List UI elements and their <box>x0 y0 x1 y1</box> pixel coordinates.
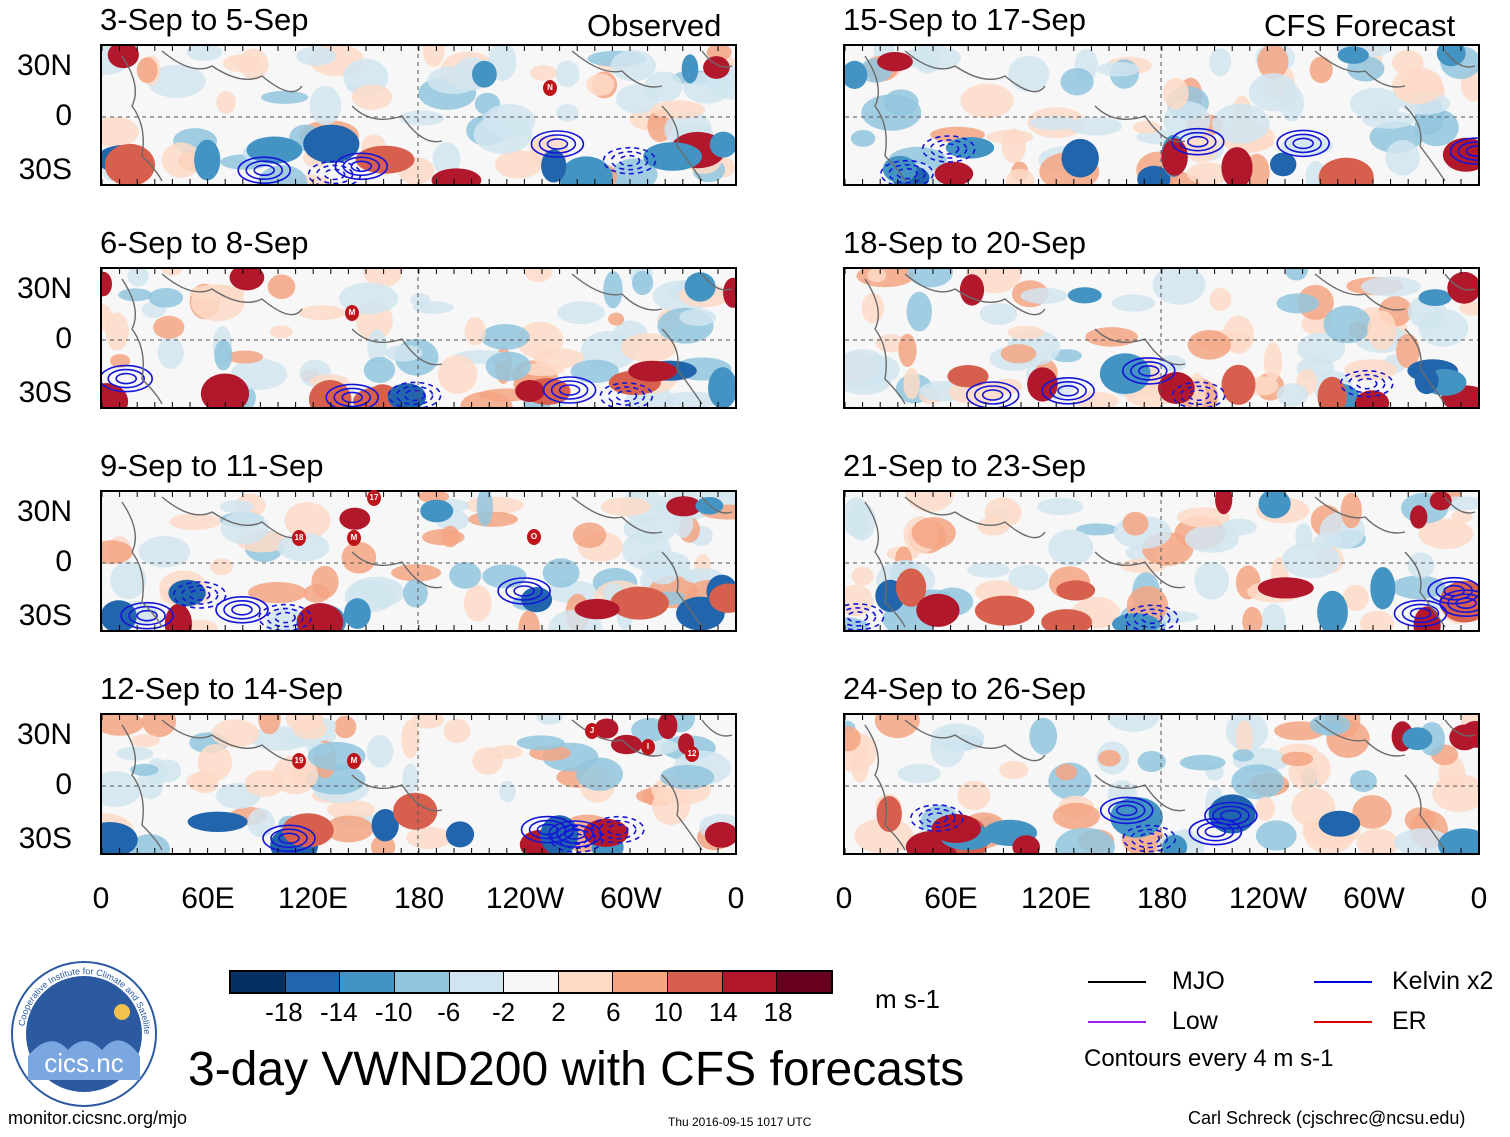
storm-marker: 17 <box>367 490 381 506</box>
footer-author: Carl Schreck (cjschrec@ncsu.edu) <box>1188 1108 1466 1128</box>
colorbar-tick-label: 10 <box>653 997 683 1027</box>
colorbar-tick-label: -14 <box>320 997 358 1027</box>
colorbar-units: m s-1 <box>875 984 940 1014</box>
colorbar-tick-label: 6 <box>606 997 621 1027</box>
colorbar-swatch <box>668 972 723 992</box>
storm-marker: 18 <box>292 530 306 546</box>
lat-label: 30S <box>18 376 72 409</box>
panel-title-5: 9-Sep to 11-Sep <box>100 448 324 483</box>
colorbar-tick-label: 18 <box>763 997 793 1027</box>
lat-label: 30S <box>18 599 72 632</box>
lat-label: 0 <box>55 768 72 801</box>
lat-label: 0 <box>55 99 72 132</box>
map-panel-5 <box>100 490 737 632</box>
lat-label: 30N <box>16 272 72 305</box>
storm-marker: 19 <box>292 753 306 769</box>
map-panel-3 <box>100 267 737 409</box>
lat-label: 30N <box>16 718 72 751</box>
panel-title-1: 3-Sep to 5-Sep <box>100 2 309 37</box>
storm-marker: I <box>641 739 655 755</box>
lat-label: 30S <box>18 153 72 186</box>
colorbar-swatch <box>777 972 832 992</box>
colorbar-swatch <box>722 972 778 992</box>
lat-label: 30S <box>18 822 72 855</box>
lon-label: 180 <box>393 882 445 915</box>
lon-label: 60W <box>1343 882 1405 915</box>
footer-url[interactable]: monitor.cicsnc.org/mjo <box>8 1108 188 1128</box>
legend-label-low: Low <box>1172 1007 1218 1035</box>
colorbar-swatch <box>449 972 505 992</box>
colorbar-swatch <box>231 972 286 992</box>
legend-label-er: ER <box>1392 1007 1427 1035</box>
map-panel-7 <box>100 713 737 855</box>
lon-label: 180 <box>1136 882 1188 915</box>
lon-label: 120W <box>485 882 565 915</box>
colorbar-tick-label: -2 <box>491 997 516 1027</box>
lon-label: 0 <box>727 882 745 915</box>
legend-label-kelvin: Kelvin x2 <box>1392 967 1494 995</box>
legend-line-kelvin <box>1314 981 1372 983</box>
colorbar-tick-label: -18 <box>265 997 303 1027</box>
panel-title-4: 18-Sep to 20-Sep <box>843 225 1087 260</box>
colorbar-tick-label: 14 <box>708 997 738 1027</box>
panel-title-3: 6-Sep to 8-Sep <box>100 225 309 260</box>
legend-line-mjo <box>1088 981 1146 983</box>
colorbar-tick-label: -10 <box>374 997 413 1027</box>
lon-label: 0 <box>835 882 853 915</box>
panel-title-6: 21-Sep to 23-Sep <box>843 448 1087 483</box>
map-panel-1 <box>100 44 737 186</box>
lon-label: 60W <box>600 882 662 915</box>
colorbar <box>229 970 833 994</box>
storm-marker: J <box>585 723 599 739</box>
lon-label: 60E <box>924 882 978 915</box>
colorbar-swatch <box>558 972 614 992</box>
storm-marker: M <box>345 305 359 321</box>
panel-tag-observed: Observed <box>587 8 722 43</box>
map-panel-2 <box>843 44 1480 186</box>
panel-title-7: 12-Sep to 14-Sep <box>100 671 344 706</box>
map-panel-8 <box>843 713 1480 855</box>
lat-label: 30N <box>16 49 72 82</box>
lon-label: 120W <box>1228 882 1308 915</box>
legend-line-low <box>1088 1021 1146 1023</box>
map-panel-6 <box>843 490 1480 632</box>
storm-marker: M <box>347 753 361 769</box>
legend-label-mjo: MJO <box>1172 967 1225 995</box>
colorbar-swatch <box>504 972 559 992</box>
legend-note: Contours every 4 m s-1 <box>1084 1045 1334 1072</box>
storm-marker: O <box>527 529 541 545</box>
colorbar-swatch <box>285 972 341 992</box>
lon-label: 0 <box>1470 882 1488 915</box>
panel-tag-forecast: CFS Forecast <box>1264 8 1456 43</box>
lat-label: 0 <box>55 322 72 355</box>
panel-title-8: 24-Sep to 26-Sep <box>843 671 1087 706</box>
logo-text: cics.nc <box>44 1048 123 1078</box>
colorbar-swatch <box>613 972 669 992</box>
lon-label: 60E <box>181 882 235 915</box>
storm-marker: N <box>543 80 557 96</box>
storm-marker: M <box>347 530 361 546</box>
panel-title-2: 15-Sep to 17-Sep <box>843 2 1087 37</box>
colorbar-tick-label: -6 <box>437 997 461 1027</box>
colorbar-swatch <box>340 972 395 992</box>
legend-line-er <box>1314 1021 1372 1023</box>
colorbar-tick-label: 2 <box>551 997 566 1027</box>
storm-marker: 12 <box>685 746 699 762</box>
map-panel-4 <box>843 267 1480 409</box>
lon-label: 120E <box>1020 882 1092 915</box>
lat-label: 30N <box>16 495 72 528</box>
cics-logo: Cooperative Institute for Climate and Sa… <box>8 952 158 1108</box>
footer-timestamp: Thu 2016-09-15 1017 UTC <box>668 1115 812 1129</box>
main-title: 3-day VWND200 with CFS forecasts <box>188 1043 965 1096</box>
colorbar-swatch <box>394 972 450 992</box>
lat-label: 0 <box>55 545 72 578</box>
lon-label: 120E <box>277 882 349 915</box>
lon-label: 0 <box>92 882 110 915</box>
